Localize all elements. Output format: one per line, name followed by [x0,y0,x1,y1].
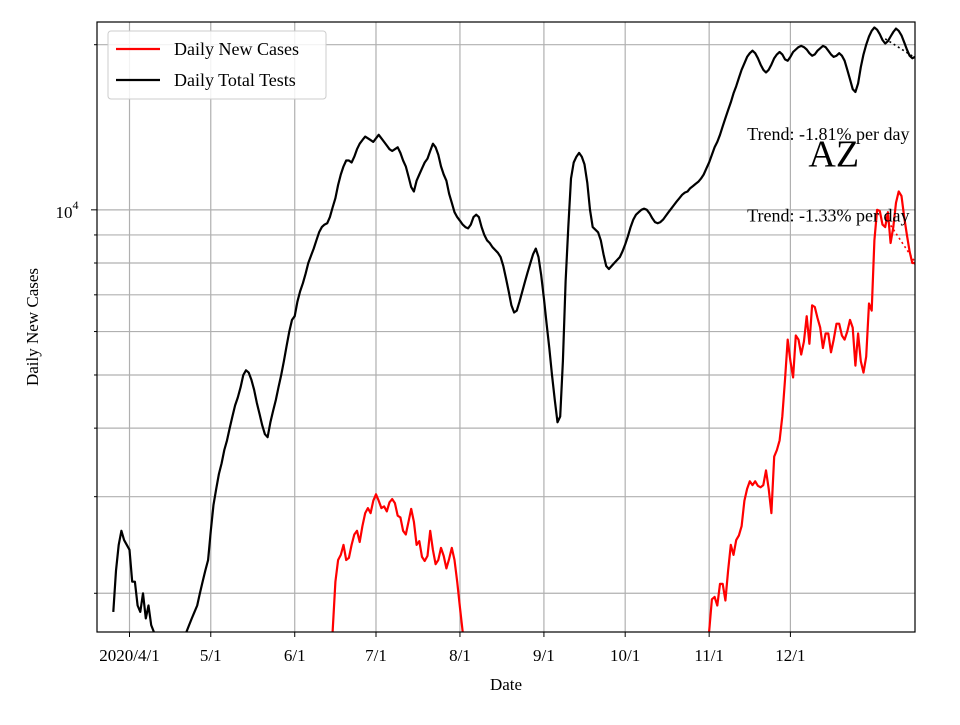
series-line-daily-new-cases [708,190,915,632]
x-tick-label: 11/1 [694,646,724,665]
legend: Daily New Cases Daily Total Tests [107,30,327,100]
trend-line-tests [884,38,915,59]
x-tick-label: 2020/4/1 [99,646,159,665]
x-axis-label: Date [490,675,522,694]
trend-line-cases [884,216,915,264]
x-tick-label: 5/1 [200,646,222,665]
x-tick-label: 6/1 [284,646,306,665]
trend-annotation: Trend: -1.33% per day [747,206,909,226]
x-tick-label: 9/1 [533,646,555,665]
legend-label-daily-total-tests: Daily Total Tests [174,70,296,90]
plot-frame [96,21,916,633]
series-line-daily-new-cases [331,493,464,632]
x-tick-label: 12/1 [775,646,805,665]
series-line-daily-total-tests [112,529,155,632]
trend-annotation: Trend: -1.81% per day [747,124,909,144]
y-tick-label: 104 [56,198,79,222]
x-tick-label: 7/1 [365,646,387,665]
x-tick-label: 10/1 [610,646,640,665]
series-layer [112,26,915,632]
tick-layer: 2020/4/1 5/1 6/1 7/1 8/1 9/1 10/1 11/1 12/1 104 [56,44,806,665]
legend-box [107,30,327,100]
state-label: AZ [808,133,859,175]
grid-layer [97,22,915,632]
series-line-daily-total-tests [185,26,915,632]
y-axis-label: Daily New Cases [23,268,42,386]
legend-label-daily-new-cases: Daily New Cases [174,39,299,59]
x-tick-label: 8/1 [449,646,471,665]
